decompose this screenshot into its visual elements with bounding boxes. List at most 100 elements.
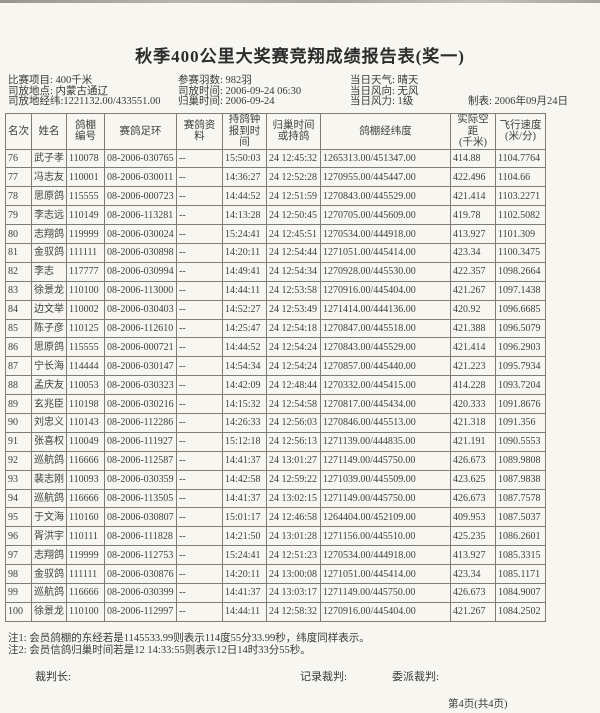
cell-clock-time: 15:24:41 xyxy=(222,224,267,244)
cell-info: -- xyxy=(176,412,223,433)
table-row: 99 巡航鸽 116666 08-2006-030399 -- 14:41:37 24 13… xyxy=(5,582,546,603)
col-header-clock-time: 持鸽钟 报到时间 xyxy=(222,113,267,150)
cell-distance: 421.318 xyxy=(450,412,496,433)
cell-loft-no: 115555 xyxy=(66,337,105,358)
cell-ring: 08-2006-030024 xyxy=(104,224,177,244)
cell-loft-no: 110053 xyxy=(66,375,105,396)
cell-speed: 1089.9808 xyxy=(495,450,546,471)
cell-ring: 08-2006-113000 xyxy=(104,280,177,301)
cell-info: -- xyxy=(176,431,223,452)
cell-clock-time: 14:44:52 xyxy=(222,186,267,207)
cell-speed: 1093.7204 xyxy=(495,375,546,396)
cell-coords: 1271039.00/445509.00 xyxy=(320,469,451,490)
cell-coords: 1265313.00/451347.00 xyxy=(320,148,451,169)
cell-name: 玄兆臣 xyxy=(31,394,67,414)
cell-loft-no: 110149 xyxy=(66,205,105,226)
table-row: 97 志翔鸽 119999 08-2006-112753 -- 15:24:41 24 12… xyxy=(5,545,546,566)
cell-distance: 421.414 xyxy=(450,186,496,207)
cell-distance: 421.191 xyxy=(450,431,496,452)
page-number: 第4页(共4页) xyxy=(448,699,508,710)
cell-distance: 421.223 xyxy=(450,356,496,377)
cell-coords: 1270817.00/445434.00 xyxy=(320,394,451,414)
table-row: 87 宁长海 114444 08-2006-030147 -- 14:54:34 24 12… xyxy=(5,356,546,377)
cell-ring: 08-2006-111828 xyxy=(104,526,177,547)
cell-speed: 1104.66 xyxy=(495,167,546,188)
table-row: 81 金驭鸽 111111 08-2006-030898 -- 14:20:11 24 12… xyxy=(5,242,546,263)
cell-coords: 1271149.00/445750.00 xyxy=(320,488,451,509)
cell-speed: 1100.3475 xyxy=(495,242,546,263)
cell-coords: 1270955.00/445447.00 xyxy=(320,167,451,188)
cell-distance: 423.34 xyxy=(450,564,496,584)
cell-speed: 1103.2271 xyxy=(495,186,546,207)
cell-rank: 97 xyxy=(5,545,32,566)
cell-rank: 100 xyxy=(5,601,32,622)
meta-row-3: 司放地经纬:1221132.00/433551.00 归巢时间: 2006-09… xyxy=(8,96,592,108)
table-row: 89 玄兆臣 110198 08-2006-030216 -- 14:15:32 24 12… xyxy=(5,394,546,414)
cell-home-time: 24 12:54:58 xyxy=(266,394,321,414)
cell-clock-time: 15:50:03 xyxy=(222,148,267,169)
meta-release-time: 司放时间: 2006-09-24 06:30 xyxy=(178,86,350,98)
cell-coords: 1271149.00/445750.00 xyxy=(320,450,451,471)
cell-loft-no: 119999 xyxy=(66,224,105,244)
cell-coords: 1270843.00/445529.00 xyxy=(320,186,451,207)
cell-clock-time: 14:36:27 xyxy=(222,167,267,188)
cell-rank: 99 xyxy=(5,582,32,603)
meta-label: 制表: xyxy=(468,96,495,107)
cell-coords: 1271149.00/445750.00 xyxy=(320,582,451,603)
col-header-info: 赛鸽资料 xyxy=(176,113,223,150)
cell-ring: 08-2006-030807 xyxy=(104,507,177,528)
cell-clock-time: 14:25:47 xyxy=(222,318,267,339)
meta-label: 参赛羽数: xyxy=(178,75,226,86)
race-meta: 比赛项目: 400千米 参赛羽数: 982羽 当日天气: 晴天 司放地点: 内蒙… xyxy=(8,75,592,108)
cell-name: 于文海 xyxy=(31,507,67,528)
cell-loft-no: 110160 xyxy=(66,507,105,528)
cell-ring: 08-2006-030399 xyxy=(104,582,177,603)
cell-coords: 1270843.00/445529.00 xyxy=(320,337,451,358)
cell-rank: 86 xyxy=(5,337,32,358)
cell-distance: 423.625 xyxy=(450,469,496,490)
cell-coords: 1270847.00/445518.00 xyxy=(320,318,451,339)
cell-name: 宁长海 xyxy=(31,356,67,377)
cell-info: -- xyxy=(176,469,223,490)
cell-info: -- xyxy=(176,507,223,528)
table-row: 84 边文举 110002 08-2006-030403 -- 14:52:27 24 12… xyxy=(5,299,546,320)
cell-home-time: 24 12:45:32 xyxy=(266,148,321,169)
col-header-speed: 飞行速度 (米/分) xyxy=(495,113,546,150)
table-row: 95 于文海 110160 08-2006-030807 -- 15:01:17 24 12… xyxy=(5,507,546,528)
cell-loft-no: 115555 xyxy=(66,186,105,207)
table-header-row: 名次 姓名 鸽棚 编号 赛鸽足环 赛鸽资料 持鸽钟 报到时间 归巢时间 或持鸽 鸽棚经纬度 实际… xyxy=(5,113,546,150)
meta-value: 400千米 xyxy=(55,75,93,86)
meta-bird-count: 参赛羽数: 982羽 xyxy=(178,75,350,87)
cell-name: 志翔鸽 xyxy=(31,224,67,244)
cell-home-time: 24 12:50:45 xyxy=(266,205,321,226)
cell-info: -- xyxy=(176,261,223,282)
cell-speed: 1085.3315 xyxy=(495,545,546,566)
cell-speed: 1087.7578 xyxy=(495,488,546,509)
cell-name: 徐景龙 xyxy=(31,601,67,622)
cell-rank: 98 xyxy=(5,564,32,584)
cell-distance: 421.388 xyxy=(450,318,496,339)
col-header-home-time: 归巢时间 或持鸽 xyxy=(266,113,321,150)
cell-name: 裴志刚 xyxy=(31,469,67,490)
cell-ring: 08-2006-000723 xyxy=(104,186,177,207)
cell-speed: 1096.2903 xyxy=(495,337,546,358)
cell-home-time: 24 13:03:17 xyxy=(266,582,321,603)
meta-value: 2006年09月24日 xyxy=(494,96,569,107)
cell-home-time: 24 12:54:24 xyxy=(266,356,321,377)
cell-name: 巡航鸽 xyxy=(31,450,67,471)
table-row: 85 陈子彦 110125 08-2006-112610 -- 14:25:47 24 12… xyxy=(5,318,546,339)
cell-loft-no: 110078 xyxy=(66,148,105,169)
cell-coords: 1270534.00/444918.00 xyxy=(320,545,451,566)
cell-name: 思原鸽 xyxy=(31,186,67,207)
col-header-distance: 实际空距 (千米) xyxy=(450,113,496,150)
cell-distance: 426.673 xyxy=(450,450,496,471)
cell-clock-time: 14:15:32 xyxy=(222,394,267,414)
cell-loft-no: 119999 xyxy=(66,545,105,566)
cell-name: 胥洪宇 xyxy=(31,526,67,547)
cell-home-time: 24 13:01:28 xyxy=(266,526,321,547)
cell-clock-time: 14:44:11 xyxy=(222,601,267,622)
cell-clock-time: 14:41:37 xyxy=(222,488,267,509)
meta-wind-force: 当日风力: 1级 xyxy=(350,96,468,108)
cell-name: 徐景龙 xyxy=(31,280,67,301)
cell-clock-time: 14:44:52 xyxy=(222,337,267,358)
